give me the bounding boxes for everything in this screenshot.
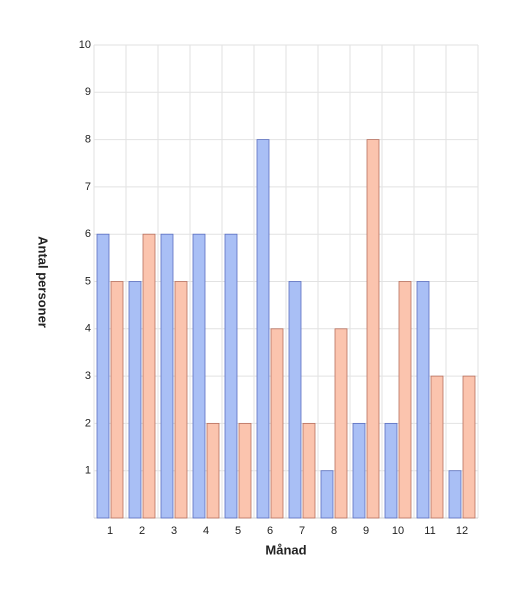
bar [448,470,462,519]
bar [416,281,430,519]
bar [384,422,398,519]
bar [430,375,444,519]
x-tick-label: 12 [456,525,468,537]
bar [256,139,270,519]
bar [110,281,124,519]
bar [238,422,252,519]
x-tick-label: 8 [331,525,337,537]
x-tick-label: 11 [424,525,435,537]
bar [462,375,476,519]
bar [398,281,412,519]
x-tick-label: 9 [363,525,369,537]
bar [128,281,142,519]
y-tick-label: 4 [85,323,91,335]
y-tick-label: 9 [85,86,91,98]
y-tick-label: 1 [85,465,91,477]
x-axis-title: Månad [265,542,306,557]
bar [334,328,348,519]
bar [270,328,284,519]
bar [366,139,380,519]
x-tick-label: 1 [107,525,113,537]
bar [142,233,156,519]
bar [288,281,302,519]
bar [352,422,366,519]
x-tick-label: 10 [392,525,404,537]
y-tick-label: 8 [85,134,91,146]
bar [224,233,238,519]
bar [320,470,334,519]
y-axis-title: Antal personer [36,236,51,328]
y-tick-label: 10 [79,39,91,51]
y-tick-label: 7 [85,181,91,193]
x-tick-label: 2 [139,525,145,537]
x-tick-label: 6 [267,525,273,537]
y-tick-label: 5 [85,275,91,287]
bar [174,281,188,519]
bar [302,422,316,519]
x-tick-label: 5 [235,525,241,537]
bar [96,233,110,519]
y-tick-label: 2 [85,417,91,429]
y-tick-label: 3 [85,370,91,382]
y-tick-label: 6 [85,228,91,240]
bar [160,233,174,519]
bar [192,233,206,519]
bar [206,422,220,519]
x-tick-label: 7 [299,525,305,537]
x-tick-label: 4 [203,525,209,537]
x-tick-label: 3 [171,525,177,537]
